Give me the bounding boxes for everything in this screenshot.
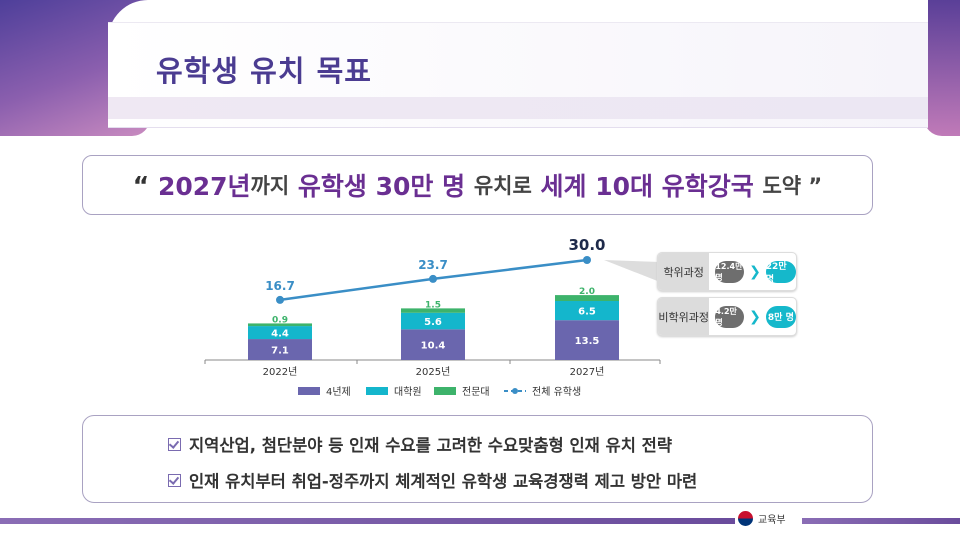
checkbox-icon — [168, 473, 181, 487]
bar-전문대 — [401, 308, 465, 313]
x-tick-label: 2025년 — [416, 366, 451, 378]
headline-quote: “ 2027년 까지 유학생 30만 명 유치로 세계 10대 유학강국 도약 … — [82, 155, 873, 215]
student-target-chart: 7.1 4.4 0.9 2022년 10.4 5.6 1.5 2025년 13.5 6.5 2.0 2… — [204, 236, 661, 398]
total-point — [583, 256, 591, 264]
panel-from: 4.2만 명 — [715, 305, 745, 328]
bar-label: 5.6 — [424, 317, 442, 328]
panel-label: 학위과정 — [658, 253, 710, 290]
bar-대학원 — [248, 326, 312, 340]
bullet-item: 지역산업, 첨단분야 등 인재 수요를 고려한 수요맞춤형 인재 유치 전략 — [168, 432, 672, 456]
legend-label: 대학원 — [394, 386, 422, 398]
legend-swatch — [298, 387, 320, 395]
chevron-right-icon: ❯ — [749, 263, 761, 280]
bar-label: 10.4 — [421, 341, 446, 352]
panel-non-degree: 비학위과정 4.2만 명 ❯ 8만 명 — [657, 297, 797, 336]
legend-swatch — [366, 387, 388, 395]
bar-4년제 — [555, 320, 619, 360]
panel-degree: 학위과정 12.4만 명 ❯ 22만 명 — [657, 252, 797, 291]
bar-전문대 — [555, 295, 619, 301]
bar-label: 1.5 — [425, 300, 441, 310]
quote-target: 유학생 30만 명 — [297, 172, 466, 201]
total-point — [429, 274, 437, 283]
bar-대학원 — [555, 301, 619, 321]
panel-from: 12.4만 명 — [715, 260, 745, 283]
quote-open: “ — [132, 170, 150, 200]
bullet-text: 인재 유치부터 취업-정주까지 체계적인 유학생 교육경쟁력 제고 방안 마련 — [189, 472, 698, 491]
legend-swatch — [434, 387, 456, 395]
bar-label: 13.5 — [575, 336, 600, 347]
title-underline — [108, 97, 928, 119]
total-label: 30.0 — [568, 236, 605, 254]
ministry-name: 교육부 — [758, 515, 786, 526]
bullet-item: 인재 유치부터 취업-정주까지 체계적인 유학생 교육경쟁력 제고 방안 마련 — [168, 468, 697, 492]
page-title: 유학생 유치 목표 — [156, 54, 372, 88]
callout-pointer — [604, 260, 660, 282]
panel-label: 비학위과정 — [658, 298, 710, 335]
legend-marker — [512, 388, 518, 394]
footer-line — [0, 518, 735, 524]
legend-label: 전문대 — [462, 386, 490, 398]
taegeuk-icon — [738, 511, 753, 526]
legend-label: 전체 유학생 — [532, 386, 581, 398]
total-label: 23.7 — [418, 258, 448, 272]
header-decoration-right — [924, 0, 960, 136]
quote-close: 도약 ” — [762, 174, 823, 198]
x-tick-label: 2022년 — [263, 366, 298, 378]
chevron-right-icon: ❯ — [749, 308, 761, 325]
bullet-text: 지역산업, 첨단분야 등 인재 수요를 고려한 수요맞춤형 인재 유치 전략 — [189, 436, 673, 455]
footer-line — [802, 518, 960, 524]
strategy-box — [82, 415, 873, 503]
total-label: 16.7 — [265, 279, 295, 293]
quote-text: 까지 — [250, 174, 290, 198]
quote-year: 2027년 — [157, 172, 251, 201]
bar-label: 4.4 — [271, 329, 289, 340]
ministry-logo: 교육부 — [738, 511, 786, 526]
quote-goal: 세계 10대 유학강국 — [540, 172, 754, 201]
bar-전문대 — [248, 323, 312, 327]
quote-text: 유치로 — [473, 174, 532, 198]
bar-4년제 — [401, 329, 465, 360]
panel-to: 8만 명 — [765, 305, 796, 328]
bar-4년제 — [248, 339, 312, 360]
bar-label: 0.9 — [272, 315, 288, 325]
x-tick-label: 2027년 — [570, 366, 605, 378]
bar-label: 2.0 — [579, 287, 595, 297]
checkbox-icon — [168, 437, 181, 451]
panel-to: 22만 명 — [765, 260, 796, 285]
total-point — [276, 295, 284, 304]
bar-label: 6.5 — [578, 307, 596, 318]
bar-label: 7.1 — [271, 346, 289, 357]
bar-대학원 — [401, 312, 465, 330]
legend-label: 4년제 — [326, 386, 351, 398]
